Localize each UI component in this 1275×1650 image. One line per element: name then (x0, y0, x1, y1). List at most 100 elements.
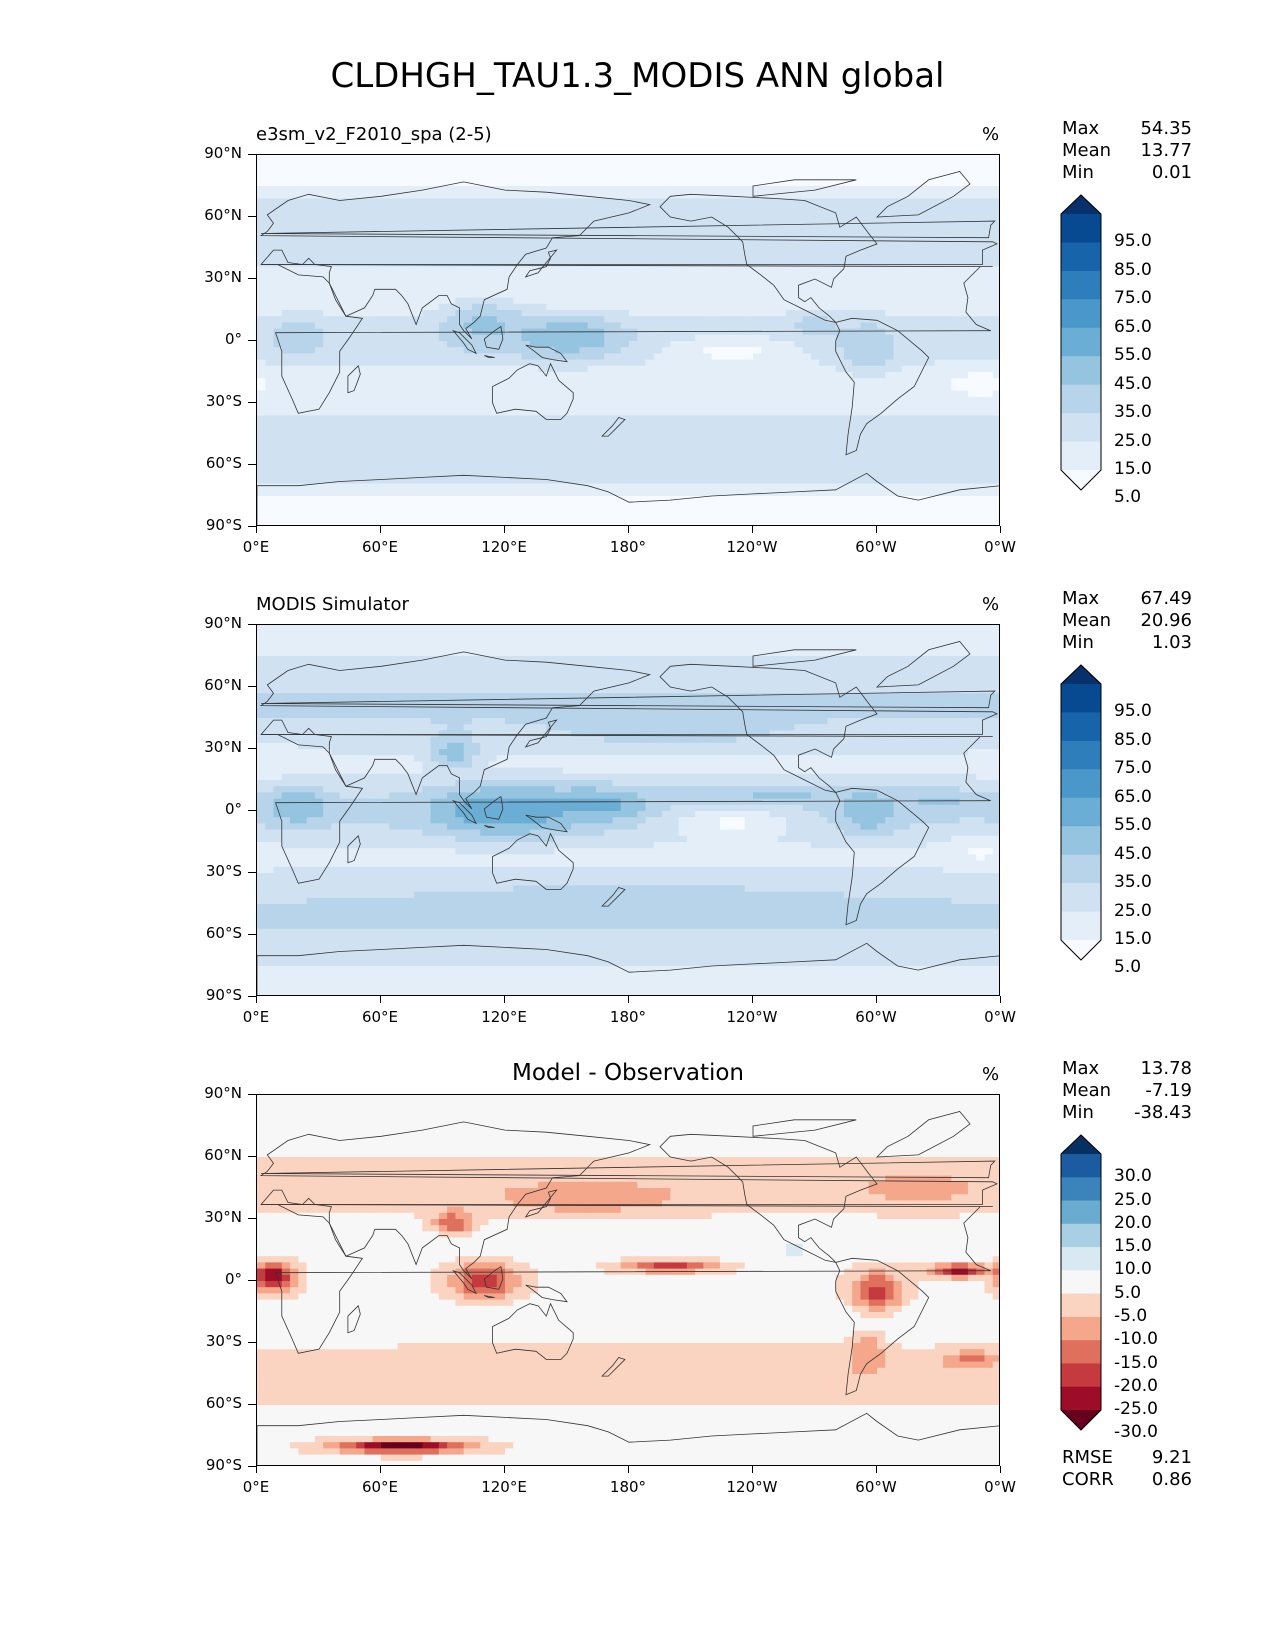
field-cell (298, 254, 308, 261)
field-cell (521, 452, 531, 460)
field-cell (753, 167, 762, 175)
field-cell (843, 471, 853, 478)
field-cell (372, 155, 382, 162)
field-cell (364, 427, 374, 435)
field-cell (356, 434, 366, 441)
field-cell (290, 223, 299, 230)
field-cell (546, 285, 556, 292)
field-cell (852, 403, 862, 410)
field-cell (827, 235, 837, 243)
field-cell (347, 217, 357, 224)
field-cell (339, 322, 349, 330)
field-cell (381, 403, 390, 410)
field-cell (852, 241, 862, 249)
field-cell (744, 446, 754, 454)
field-cell (463, 248, 473, 255)
field-cell (521, 186, 531, 193)
field-cell (339, 279, 349, 286)
field-cell (629, 384, 638, 392)
field-cell (901, 434, 911, 441)
field-cell (612, 446, 622, 454)
field-cell (637, 477, 647, 485)
field-cell (951, 204, 961, 212)
field-cell (389, 179, 399, 187)
field-cell (546, 179, 556, 187)
field-cell (356, 192, 366, 199)
field-cell (976, 254, 986, 261)
field-cell (414, 415, 423, 423)
field-cell (852, 477, 862, 485)
field-cell (422, 409, 432, 416)
field-cell (529, 179, 539, 187)
field-cell (422, 452, 432, 460)
field-cell (323, 266, 332, 274)
field-cell (595, 334, 605, 342)
field-cell (786, 471, 795, 478)
field-cell (405, 446, 415, 454)
field-cell (480, 297, 490, 305)
field-cell (719, 217, 729, 224)
field-cell (794, 186, 804, 193)
field-cell (612, 254, 622, 261)
field-cell (951, 409, 961, 416)
field-cell (257, 192, 266, 199)
field-cell (719, 347, 729, 354)
field-cell (323, 173, 332, 181)
field-cell (951, 390, 961, 398)
field-cell (753, 254, 762, 261)
field-cell (612, 452, 622, 460)
field-cell (306, 434, 316, 441)
field-cell (389, 372, 399, 379)
field-cell (372, 341, 382, 348)
field-cell (918, 316, 928, 323)
field-cell (538, 409, 547, 416)
field-cell (389, 310, 399, 317)
field-cell (463, 347, 473, 354)
field-cell (686, 465, 696, 472)
field-cell (719, 254, 729, 261)
field-cell (951, 291, 961, 299)
field-cell (480, 272, 490, 280)
field-cell (422, 403, 432, 410)
field-cell (984, 272, 994, 280)
field-cell (984, 285, 994, 292)
field-cell (910, 198, 919, 206)
field-cell (728, 378, 738, 385)
field-cell (496, 427, 506, 435)
field-cell (339, 353, 349, 361)
field-cell (885, 279, 895, 286)
field-cell (910, 161, 919, 168)
field-cell (976, 186, 986, 193)
field-cell (777, 396, 787, 404)
field-cell (480, 241, 490, 249)
field-cell (910, 334, 919, 342)
field-cell (430, 217, 440, 224)
field-cell (381, 440, 390, 447)
field-cell (447, 396, 456, 404)
field-cell (860, 254, 870, 261)
field-cell (934, 260, 944, 268)
field-cell (951, 452, 961, 460)
field-cell (943, 198, 952, 206)
field-cell (505, 241, 514, 249)
field-cell (480, 285, 490, 292)
field-cell (810, 260, 820, 268)
field-cell (331, 347, 341, 354)
field-cell (835, 241, 845, 249)
field-cell (430, 303, 440, 311)
field-cell (670, 161, 680, 168)
field-cell (381, 310, 390, 317)
field-cell (645, 161, 655, 168)
field-cell (736, 204, 746, 212)
field-cell (331, 192, 341, 199)
field-cell (637, 434, 647, 441)
field-cell (298, 359, 308, 367)
field-cell (703, 415, 713, 423)
field-cell (843, 266, 853, 274)
field-cell (281, 390, 291, 398)
field-cell (645, 446, 655, 454)
field-cell (480, 390, 490, 398)
field-cell (389, 291, 399, 299)
field-cell (984, 477, 994, 485)
field-cell (670, 322, 680, 330)
